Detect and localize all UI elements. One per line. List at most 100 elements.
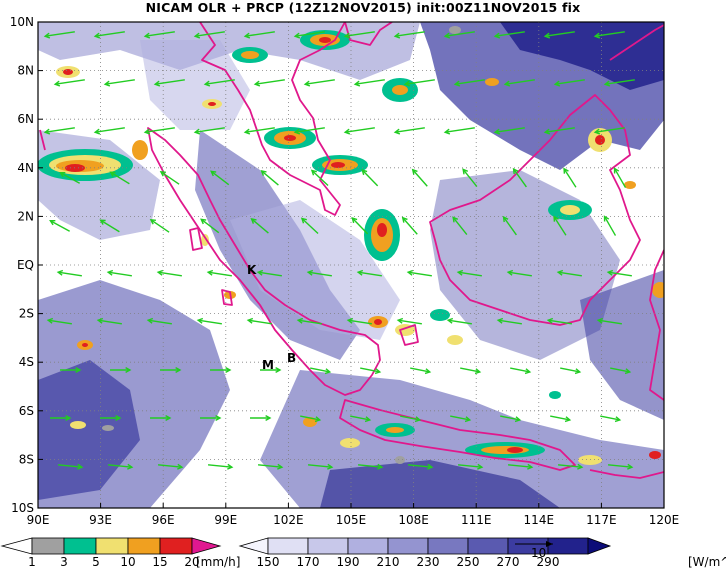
wind-arrow [410, 367, 432, 375]
coastline-philippines [609, 24, 664, 61]
olr-colorbar-low-triangle [238, 537, 269, 555]
wind-arrow [553, 79, 585, 87]
wind-arrow [603, 79, 635, 87]
wind-arrow [350, 415, 372, 423]
wind-arrow [57, 463, 84, 470]
wind-arrow [357, 463, 384, 470]
wind-arrow [446, 317, 472, 325]
wind-arrow [43, 127, 75, 135]
wind-arrow [257, 463, 284, 470]
wind-arrow [243, 31, 275, 39]
precip-colorbar-tick: 1 [28, 555, 36, 569]
olr-colorbar-tick: 270 [497, 555, 520, 569]
wind-arrow [506, 269, 532, 277]
wind-arrow [193, 127, 225, 135]
wind-arrow [411, 168, 428, 187]
wind-arrow [159, 170, 180, 185]
coastline-nias [189, 227, 203, 251]
lon-label: 105E [336, 513, 367, 527]
lat-label: 4S [19, 355, 34, 369]
precip-colorbar-tick: 20 [184, 555, 199, 569]
precip-cell-west-4n [38, 149, 133, 181]
precip-cell-7s [303, 417, 360, 448]
wind-arrow [356, 269, 382, 277]
precip-colorbar-cell [31, 537, 65, 555]
wind-arrow [150, 414, 172, 422]
olr-colorbar-tick: 210 [377, 555, 400, 569]
wind-arrow [106, 269, 132, 277]
wind-arrow [360, 367, 382, 375]
lon-label: 111E [461, 513, 492, 527]
precip-cell-6n-west [202, 99, 222, 109]
wind-arrow [110, 366, 132, 374]
wind-arrow [393, 127, 425, 135]
wind-arrow [353, 79, 385, 87]
wind-arrow [493, 31, 525, 39]
wind-arrow [450, 415, 472, 423]
olr-colorbar-high-triangle [587, 537, 612, 555]
wind-arrow [503, 79, 535, 87]
longitude-labels: 90E 93E 96E 99E 102E 105E 108E 111E 114E 117E 120E [27, 503, 680, 527]
wind-arrow [256, 269, 282, 277]
wind-arrow [96, 317, 122, 325]
wind-arrow [307, 463, 334, 470]
olr-unit-label: [W/m^2] [688, 555, 726, 569]
coastline-borneo [429, 94, 641, 326]
lat-label: 8N [17, 64, 34, 78]
wind-arrow [157, 463, 184, 470]
precip-unit-label: [mm/h] [196, 555, 240, 569]
wind-arrow [206, 269, 232, 277]
olr-colorbar-tick: 150 [257, 555, 280, 569]
precip-colorbar: 1 3 5 10 15 20 [0, 537, 222, 569]
olr-colorbar-tick: 290 [537, 555, 560, 569]
wind-arrow [403, 79, 435, 87]
wind-arrow [93, 31, 125, 39]
lon-label: 99E [214, 513, 237, 527]
wind-arrow [610, 367, 632, 375]
lon-label: 96E [152, 513, 175, 527]
wind-arrow [498, 512, 522, 517]
lon-label: 120E [649, 513, 680, 527]
wind-arrow [543, 31, 575, 39]
wind-arrow [48, 512, 72, 517]
wind-arrow [193, 31, 225, 39]
wind-arrow [456, 269, 482, 277]
wind-arrow [600, 415, 622, 423]
coastline-andaman [39, 129, 46, 151]
wind-arrow [500, 415, 522, 423]
wind-arrow [200, 414, 222, 422]
site-label-k: K [247, 263, 257, 277]
wind-arrow [593, 127, 625, 135]
precip-cell-1n [364, 209, 400, 261]
wind-arrow [99, 219, 120, 233]
olr-colorbar-tick: 170 [297, 555, 320, 569]
lon-label: 102E [273, 513, 304, 527]
wind-arrow [260, 169, 279, 186]
wind-arrow [60, 366, 82, 374]
precip-cell-9n-west [56, 66, 80, 78]
olr-cloud-northeast-core [500, 22, 664, 90]
wind-arrow [550, 415, 572, 423]
precip-cell-java-east [465, 442, 545, 458]
wind-arrow [43, 31, 75, 39]
wind-arrow [557, 463, 584, 470]
wind-arrow [210, 170, 230, 186]
lon-label: 90E [27, 513, 50, 527]
wind-arrow [453, 79, 485, 87]
wind-arrow [49, 220, 70, 232]
olr-colorbar: 150 170 190 210 230 250 270 290 [238, 537, 612, 569]
olr-cloud-east-core [580, 270, 664, 420]
wind-arrow [100, 414, 122, 422]
wind-arrow [250, 217, 269, 234]
wind-arrow [343, 31, 375, 39]
wind-arrow [300, 217, 319, 235]
precip-colorbar-cell [127, 537, 161, 555]
wind-arrow [443, 127, 475, 135]
coastline-sulawesi [649, 249, 664, 401]
wind-arrow [149, 218, 170, 233]
wind-reference-arrowhead [546, 541, 553, 547]
lat-label: 2S [19, 307, 34, 321]
lat-label: 6N [17, 112, 34, 126]
wind-arrow [200, 218, 220, 234]
wind-arrow [607, 463, 634, 470]
